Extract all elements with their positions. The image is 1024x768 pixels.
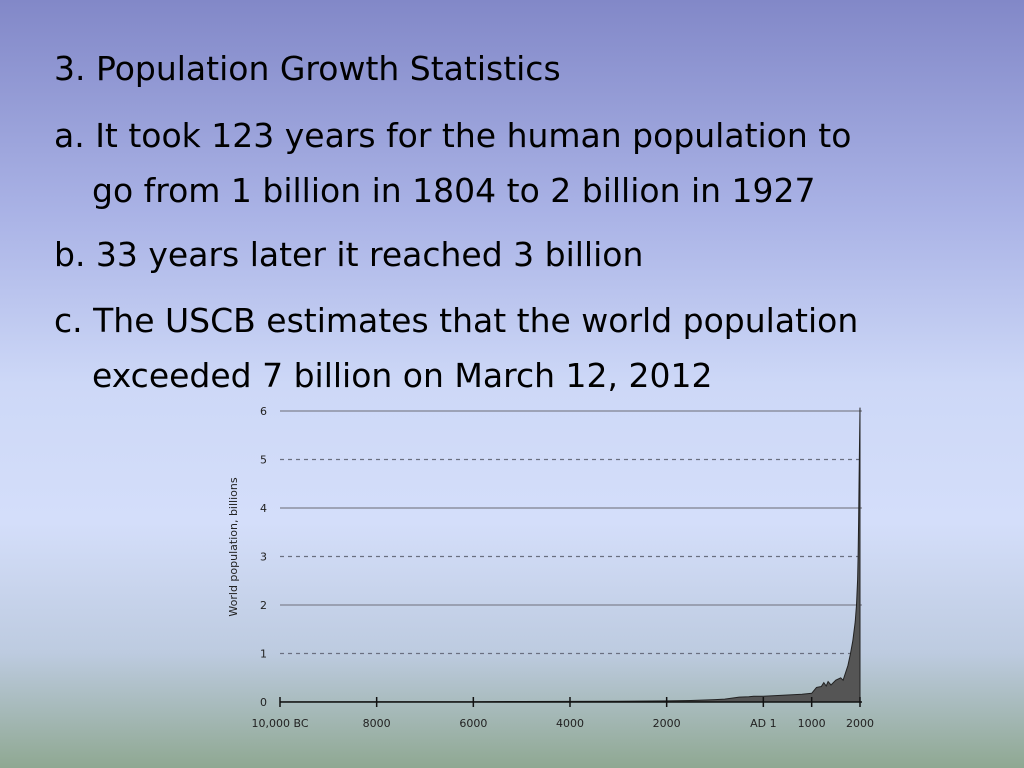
x-tick-label: 2000 xyxy=(846,717,874,730)
y-tick-label-0: 0 xyxy=(260,696,267,709)
y-axis-title: World population, billions xyxy=(227,477,240,616)
x-tick-label: AD 1 xyxy=(750,717,777,730)
population-area-series xyxy=(279,407,861,703)
y-tick-label-6: 6 xyxy=(260,405,267,418)
x-tick-labels: 10,000 BC 8000 6000 4000 2000 AD 1 1000 2000 xyxy=(251,717,874,730)
x-tick-label: 2000 xyxy=(653,717,681,730)
x-tick-label: 4000 xyxy=(556,717,584,730)
bullet-b: b. 33 years later it reached 3 billion xyxy=(54,227,643,282)
x-axis xyxy=(279,697,862,707)
population-chart: 0 1 2 3 4 5 6 10,000 BC 8000 6000 4000 2000 AD 1 100… xyxy=(0,400,1024,768)
bullet-a-line1: a. It took 123 years for the human popul… xyxy=(54,116,852,155)
bullet-c-line2: exceeded 7 billion on March 12, 2012 xyxy=(92,356,713,395)
y-tick-label-5: 5 xyxy=(260,454,267,467)
bullet-a: a. It took 123 years for the human popul… xyxy=(54,108,851,218)
bullet-c: c. The USCB estimates that the world pop… xyxy=(54,293,858,403)
slide-heading: 3. Population Growth Statistics xyxy=(54,49,561,88)
x-tick-label: 1000 xyxy=(798,717,826,730)
y-tick-label-3: 3 xyxy=(260,551,267,564)
y-tick-label-2: 2 xyxy=(260,599,267,612)
bullet-a-line2: go from 1 billion in 1804 to 2 billion i… xyxy=(92,171,816,210)
y-tick-label-1: 1 xyxy=(260,648,267,661)
population-area xyxy=(279,407,861,703)
x-tick-label: 6000 xyxy=(459,717,487,730)
gridlines xyxy=(280,410,862,655)
bullet-c-line1: c. The USCB estimates that the world pop… xyxy=(54,301,859,340)
y-tick-labels: 0 1 2 3 4 5 6 xyxy=(260,405,267,709)
bullet-b-line1: b. 33 years later it reached 3 billion xyxy=(54,235,644,274)
population-chart-svg: 0 1 2 3 4 5 6 10,000 BC 8000 6000 4000 2000 AD 1 100… xyxy=(227,405,874,730)
x-tick-label: 10,000 BC xyxy=(251,717,308,730)
x-tick-label: 8000 xyxy=(363,717,391,730)
y-tick-label-4: 4 xyxy=(260,502,267,515)
